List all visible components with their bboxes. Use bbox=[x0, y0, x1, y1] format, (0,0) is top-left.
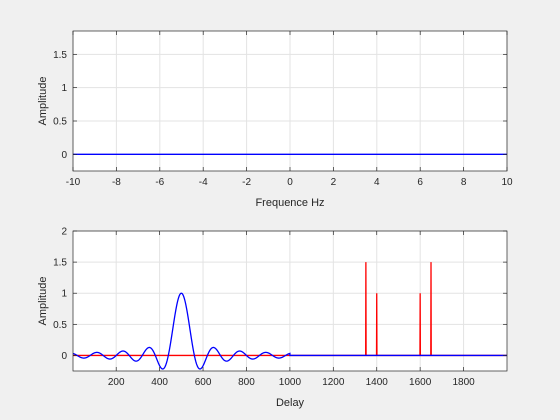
bottom-x-tick-label-1: 400 bbox=[151, 377, 168, 388]
top-y-tick-label-0: 0 bbox=[61, 150, 67, 161]
top-x-axis-label: Frequence Hz bbox=[255, 197, 324, 209]
top-x-tick-label-4: -2 bbox=[242, 177, 251, 188]
top-x-tick-label-3: -4 bbox=[199, 177, 208, 188]
bottom-y-tick-label-1: 0.5 bbox=[53, 320, 67, 331]
top-subplot: -10 -8 -6 -4 -2 0 2 4 6 8 10 0 0.5 1 1.5 Frequence Hz Am… bbox=[37, 30, 513, 209]
bottom-x-tick-label-6: 1400 bbox=[366, 377, 389, 388]
bottom-subplot: 200 400 600 800 1000 1200 1400 1600 1800 0 0.5 1 1.5… bbox=[37, 227, 508, 409]
top-x-tick-label-9: 8 bbox=[461, 177, 467, 188]
bottom-x-tick-label-8: 1800 bbox=[452, 377, 475, 388]
top-x-tick-label-1: -8 bbox=[112, 177, 121, 188]
bottom-x-tick-label-3: 800 bbox=[238, 377, 255, 388]
top-x-tick-label-0: -10 bbox=[66, 177, 81, 188]
bottom-series-1 bbox=[73, 292, 507, 370]
top-x-tick-label-10: 10 bbox=[501, 177, 513, 188]
top-x-tick-label-7: 4 bbox=[374, 177, 380, 188]
top-y-tick-label-2: 1 bbox=[61, 83, 67, 94]
bottom-x-tick-label-2: 600 bbox=[195, 377, 212, 388]
top-y-axis-label: Amplitude bbox=[37, 77, 49, 126]
bottom-x-tick-label-5: 1200 bbox=[322, 377, 345, 388]
top-x-tick-label-2: -6 bbox=[155, 177, 164, 188]
bottom-y-axis-label: Amplitude bbox=[37, 277, 49, 326]
top-y-tick-label-3: 1.5 bbox=[53, 50, 67, 61]
top-x-tick-label-6: 2 bbox=[331, 177, 337, 188]
bottom-x-tick-label-4: 1000 bbox=[279, 377, 302, 388]
bottom-x-tick-label-0: 200 bbox=[108, 377, 125, 388]
bottom-y-tick-label-0: 0 bbox=[61, 351, 67, 362]
bottom-x-axis-label: Delay bbox=[276, 397, 305, 409]
top-x-tick-label-8: 6 bbox=[417, 177, 423, 188]
bottom-y-tick-label-3: 1.5 bbox=[53, 258, 67, 269]
top-x-tick-label-5: 0 bbox=[287, 177, 293, 188]
top-y-tick-label-1: 0.5 bbox=[53, 117, 67, 128]
bottom-y-tick-label-4: 2 bbox=[61, 227, 67, 238]
bottom-x-tick-label-7: 1600 bbox=[409, 377, 432, 388]
bottom-y-tick-label-2: 1 bbox=[61, 289, 67, 300]
